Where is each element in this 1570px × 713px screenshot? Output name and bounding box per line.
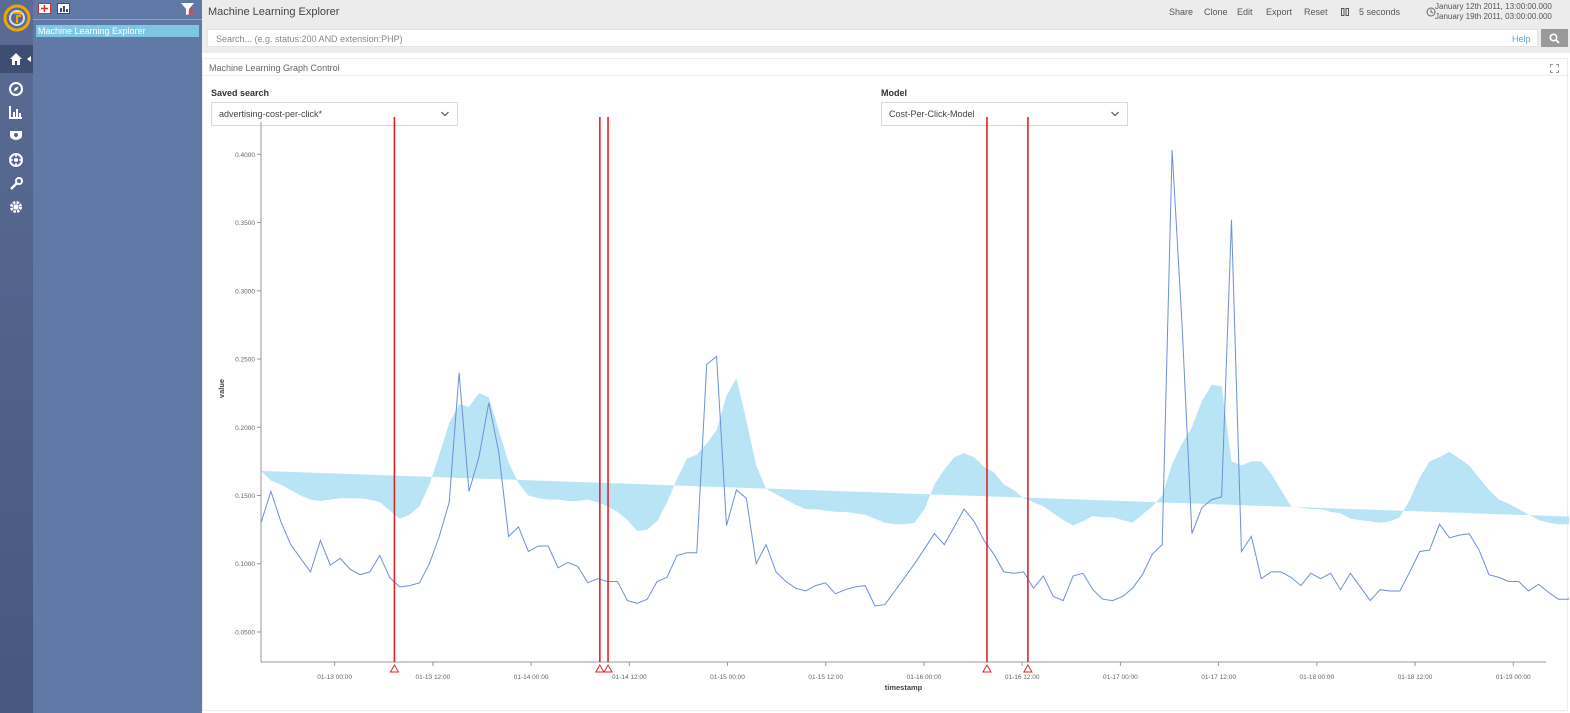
- discover-compass-icon[interactable]: [8, 81, 24, 97]
- filter-icon[interactable]: [181, 2, 194, 16]
- value-series-line: [260, 150, 1569, 607]
- dev-tools-wrench-icon[interactable]: [8, 176, 24, 192]
- time-to: January 19th 2011, 03:00:00.000: [1435, 12, 1552, 21]
- y-tick-label: 0.4000: [235, 152, 255, 159]
- search-icon: [1549, 33, 1560, 44]
- search-input[interactable]: Search... (e.g. status:200 AND extension…: [207, 29, 1538, 47]
- anomaly-warning-icon: [1023, 663, 1033, 673]
- refresh-interval-button[interactable]: 5 seconds: [1359, 7, 1401, 17]
- chevron-down-icon: [441, 111, 449, 117]
- x-tick-label: 01-13 00:00: [317, 674, 352, 681]
- x-tick-label: 01-16 00:00: [907, 674, 942, 681]
- dashboard-sidebar: Machine Learning Explorer: [33, 0, 202, 713]
- y-tick-label: 0.1000: [235, 561, 255, 568]
- export-button[interactable]: Export: [1266, 7, 1293, 17]
- time-from: January 12th 2011, 13:00:00.000: [1435, 2, 1552, 11]
- y-tick-label: 0.2500: [235, 357, 255, 364]
- model-select[interactable]: Cost-Per-Click-Model: [881, 102, 1128, 126]
- x-tick-label: 01-16 12:00: [1005, 674, 1040, 681]
- pause-icon[interactable]: [1341, 8, 1349, 16]
- clone-button[interactable]: Clone: [1204, 7, 1228, 17]
- model-value: Cost-Per-Click-Model: [889, 109, 975, 119]
- clock-icon: [1426, 7, 1436, 17]
- model-label: Model: [881, 88, 907, 98]
- x-tick-label: 01-14 00:00: [514, 674, 549, 681]
- anomaly-warning-icon: [389, 663, 400, 673]
- x-tick-label: 01-18 00:00: [1299, 674, 1334, 681]
- edit-button[interactable]: Edit: [1237, 7, 1253, 17]
- panel-title: Machine Learning Graph Control: [209, 63, 340, 73]
- fullscreen-icon[interactable]: [1550, 64, 1559, 73]
- x-tick-label: 01-15 00:00: [710, 674, 745, 681]
- chevron-down-icon: [1111, 111, 1119, 117]
- dashboard-shield-icon[interactable]: [8, 128, 24, 144]
- y-tick-label: 0.2000: [235, 425, 255, 432]
- x-tick-label: 01-17 12:00: [1201, 674, 1236, 681]
- open-dashboard-icon[interactable]: [57, 3, 70, 14]
- page-title: Machine Learning Explorer: [208, 6, 340, 18]
- graph-control-panel: Machine Learning Graph Control Saved sea…: [202, 58, 1569, 711]
- x-tick-label: 01-13 12:00: [416, 674, 451, 681]
- help-link[interactable]: Help: [1512, 34, 1531, 44]
- sidebar-toolbar: [33, 0, 202, 20]
- sidebar-item-machine-learning-explorer[interactable]: Machine Learning Explorer: [36, 25, 199, 37]
- new-dashboard-icon[interactable]: [38, 3, 51, 14]
- y-tick-label: 0.3500: [235, 220, 255, 227]
- share-button[interactable]: Share: [1169, 7, 1194, 17]
- anomaly-warning-icon: [603, 663, 613, 673]
- anomaly-chart[interactable]: 0.0500 0.1000 0.1500 0.2000 0.2500 0.3000 0.35…: [203, 117, 1569, 697]
- time-range-picker[interactable]: January 12th 2011, 13:00:00.000 January …: [1435, 2, 1552, 22]
- panel-header-divider: [203, 75, 1569, 76]
- x-tick-label: 01-15 12:00: [808, 674, 843, 681]
- saved-search-label: Saved search: [211, 88, 270, 98]
- anomaly-warning-icon: [982, 663, 992, 673]
- saved-search-value: advertising-cost-per-click*: [219, 109, 323, 119]
- top-header: Machine Learning Explorer Share Clone Ed…: [202, 0, 1570, 26]
- reset-button[interactable]: Reset: [1304, 7, 1328, 17]
- search-button[interactable]: [1541, 29, 1568, 47]
- visualize-chart-icon[interactable]: [8, 104, 24, 120]
- x-tick-label: 01-17 00:00: [1103, 674, 1138, 681]
- home-icon[interactable]: [8, 51, 24, 67]
- x-axis-title: timestamp: [885, 683, 923, 692]
- confidence-band: [261, 378, 1569, 531]
- y-tick-label: 0.3000: [235, 288, 255, 295]
- y-axis-title: value: [217, 379, 226, 398]
- anomaly-warning-icon: [594, 663, 605, 673]
- saved-search-select[interactable]: advertising-cost-per-click*: [211, 102, 458, 126]
- x-tick-label: 01-18 12:00: [1398, 674, 1433, 681]
- app-logo-icon[interactable]: [2, 3, 32, 33]
- y-tick-label: 0.0500: [235, 629, 255, 636]
- x-tick-label: 01-19 00:00: [1496, 674, 1531, 681]
- query-bar: Search... (e.g. status:200 AND extension…: [202, 26, 1570, 53]
- machine-learning-icon[interactable]: [8, 152, 24, 168]
- nav-caret-icon: [27, 56, 31, 62]
- x-tick-label: 01-14 12:00: [612, 674, 647, 681]
- nav-rail: [0, 0, 33, 713]
- settings-gear-icon[interactable]: [8, 199, 24, 215]
- y-tick-label: 0.1500: [235, 493, 255, 500]
